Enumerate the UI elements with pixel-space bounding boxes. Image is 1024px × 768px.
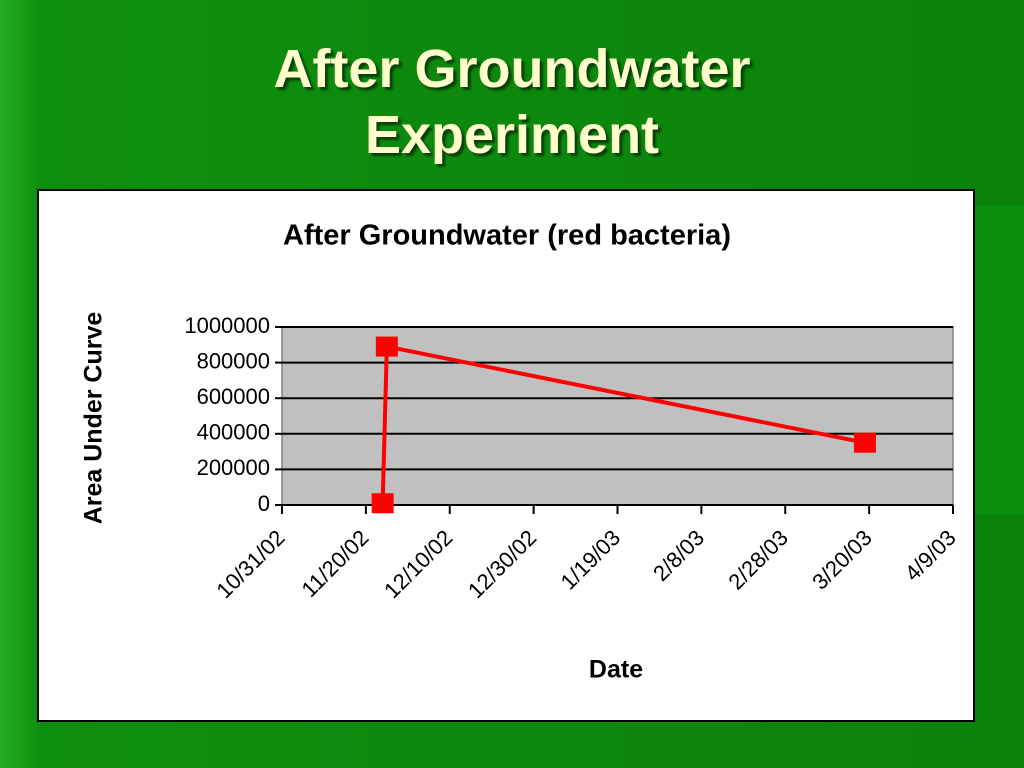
y-tick-label: 0 (258, 491, 270, 516)
y-tick-label: 600000 (197, 384, 270, 409)
slide-title: After Groundwater Experiment (273, 39, 751, 165)
data-marker (853, 432, 876, 453)
data-marker (371, 493, 394, 514)
y-tick-label: 400000 (197, 420, 270, 445)
y-tick-label: 1000000 (184, 313, 270, 338)
chart-title: After Groundwater (red bacteria) (283, 220, 731, 252)
data-marker (375, 336, 398, 357)
y-tick-label: 200000 (197, 455, 270, 480)
y-axis-label: Area Under Curve (80, 312, 108, 525)
y-tick-label: 800000 (197, 348, 270, 373)
plot-area (281, 326, 954, 506)
x-axis-label: Date (589, 656, 643, 684)
